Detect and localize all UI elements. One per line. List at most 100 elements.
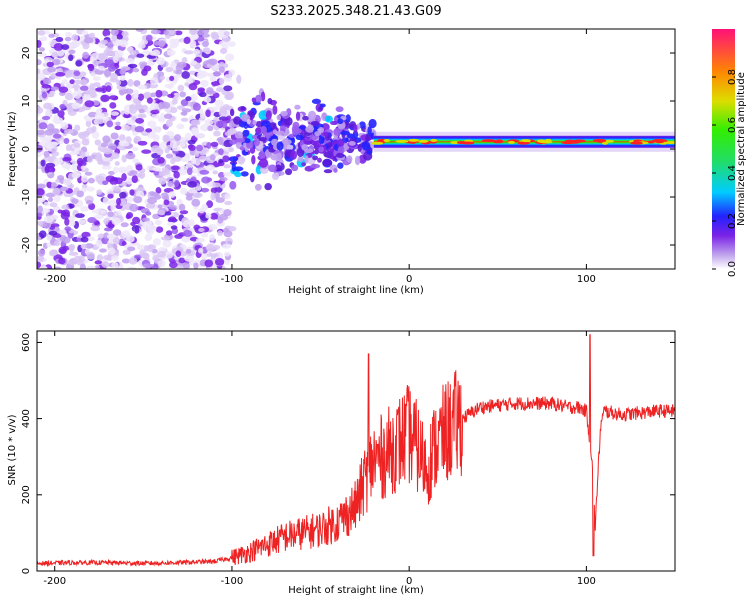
spectrogram-cell — [72, 90, 82, 99]
spectrogram-cell — [80, 151, 86, 159]
spectrogram-cell — [209, 234, 216, 242]
spectrogram-cell — [258, 158, 269, 168]
y-tick-label: 0 — [21, 568, 32, 574]
spectrogram-cell — [41, 91, 48, 99]
spectrogram-cell — [236, 74, 242, 84]
spectrogram-cell — [297, 156, 304, 163]
spectrogram-cell — [62, 157, 72, 162]
spectrogram-cell — [255, 120, 264, 128]
spectrogram-cell — [152, 167, 162, 172]
spectrogram-cell — [335, 106, 344, 113]
spectrogram-cell — [209, 253, 219, 258]
spectrogram-cell — [110, 111, 120, 116]
spectrogram-cell — [84, 243, 94, 249]
colorbar-tick-label: 0.0 — [727, 261, 738, 277]
spectrogram-cell — [43, 201, 50, 207]
x-tick-label: 100 — [577, 576, 596, 587]
spectrogram-cell — [50, 86, 59, 91]
spectrogram-cell — [212, 170, 219, 175]
spectrogram-cell — [74, 124, 81, 132]
spectrogram-cell — [179, 91, 187, 98]
spectrogram-cell — [61, 204, 71, 210]
spectrogram-ylabel: Frequency (Hz) — [7, 111, 18, 187]
spectrogram-cell — [210, 31, 219, 39]
spectrogram-cell — [82, 94, 89, 100]
spectrogram-cell — [223, 31, 230, 36]
spectrogram-peak — [418, 139, 429, 143]
spectrogram-cell — [149, 192, 160, 197]
spectrogram-cell — [187, 188, 198, 194]
spectrogram-cell — [130, 221, 136, 227]
spectrogram-cell — [53, 42, 64, 51]
spectrogram-cell — [102, 147, 113, 155]
spectrogram-cell — [296, 147, 305, 157]
spectrogram-cell — [109, 102, 117, 109]
spectrogram-cell — [290, 150, 298, 160]
spectrogram-cell — [304, 155, 309, 164]
spectrogram-cell — [186, 167, 193, 176]
spectrogram-cell — [310, 163, 321, 169]
spectrogram-cell — [181, 235, 191, 243]
spectrogram-cell — [243, 138, 251, 144]
spectrogram-cell — [267, 97, 273, 105]
spectrogram-cell — [195, 158, 201, 164]
spectrogram-cell — [149, 125, 160, 134]
spectrogram-cell — [291, 164, 299, 172]
spectrogram-cell — [83, 37, 94, 44]
spectrogram-cell — [233, 116, 242, 125]
x-tick-label: -100 — [221, 576, 244, 587]
spectrogram-cell — [37, 129, 46, 136]
spectrogram-cell — [305, 125, 315, 133]
spectrogram-cell — [167, 180, 174, 187]
spectrogram-cell — [129, 50, 137, 55]
spectrogram-cell — [51, 51, 59, 58]
spectrogram-cell — [189, 93, 198, 102]
spectrogram-cell — [63, 178, 72, 186]
spectrogram-cell — [219, 77, 225, 85]
spectrogram-cell — [222, 243, 232, 249]
spectrogram-cell — [223, 85, 233, 92]
spectrogram-cell — [48, 230, 58, 236]
spectrogram-cell — [166, 144, 172, 151]
spectrogram-cell — [155, 226, 164, 233]
spectrogram-cell — [37, 205, 43, 214]
spectrogram-cell — [94, 260, 103, 265]
spectrogram-peak — [517, 141, 531, 145]
spectrogram-cell — [137, 84, 148, 90]
spectrogram-cell — [114, 161, 120, 166]
spectrogram-cell — [151, 113, 160, 119]
spectrogram-cell — [218, 136, 224, 145]
spectrogram-cell — [169, 205, 179, 210]
spectrogram-cell — [184, 132, 192, 141]
x-tick-label: 0 — [406, 274, 412, 285]
spectrogram-cell — [183, 50, 194, 55]
spectrogram-cell — [95, 175, 105, 183]
spectrogram-cell — [198, 91, 207, 98]
spectrogram-cell — [210, 187, 218, 194]
spectrogram-cell — [210, 212, 219, 220]
spectrogram-peak — [536, 139, 546, 143]
spectrogram-cell — [206, 200, 214, 209]
spectrogram-cell — [137, 140, 148, 146]
spectrogram-cell — [98, 248, 107, 253]
spectrogram-peak — [605, 139, 614, 143]
spectrogram-cell — [246, 118, 251, 125]
spectrogram-cell — [87, 177, 95, 184]
spectrogram-cell — [115, 79, 122, 86]
spectrogram-cell — [168, 191, 176, 198]
y-tick-label: 200 — [21, 485, 32, 504]
spectrogram-cell — [113, 185, 121, 192]
spectrogram-cell — [217, 230, 223, 237]
spectrogram-cell — [295, 134, 305, 141]
spectrogram-cell — [163, 199, 170, 206]
spectrogram-cell — [187, 139, 196, 145]
spectrogram-cell — [119, 134, 126, 142]
spectrogram-cell — [134, 126, 145, 133]
spectrogram-cell — [46, 181, 53, 189]
spectrogram-cell — [239, 146, 246, 151]
spectrogram-cell — [229, 108, 235, 117]
spectrogram-peak — [495, 139, 504, 143]
spectrogram-cell — [51, 151, 60, 157]
spectrogram-cell — [78, 219, 86, 225]
